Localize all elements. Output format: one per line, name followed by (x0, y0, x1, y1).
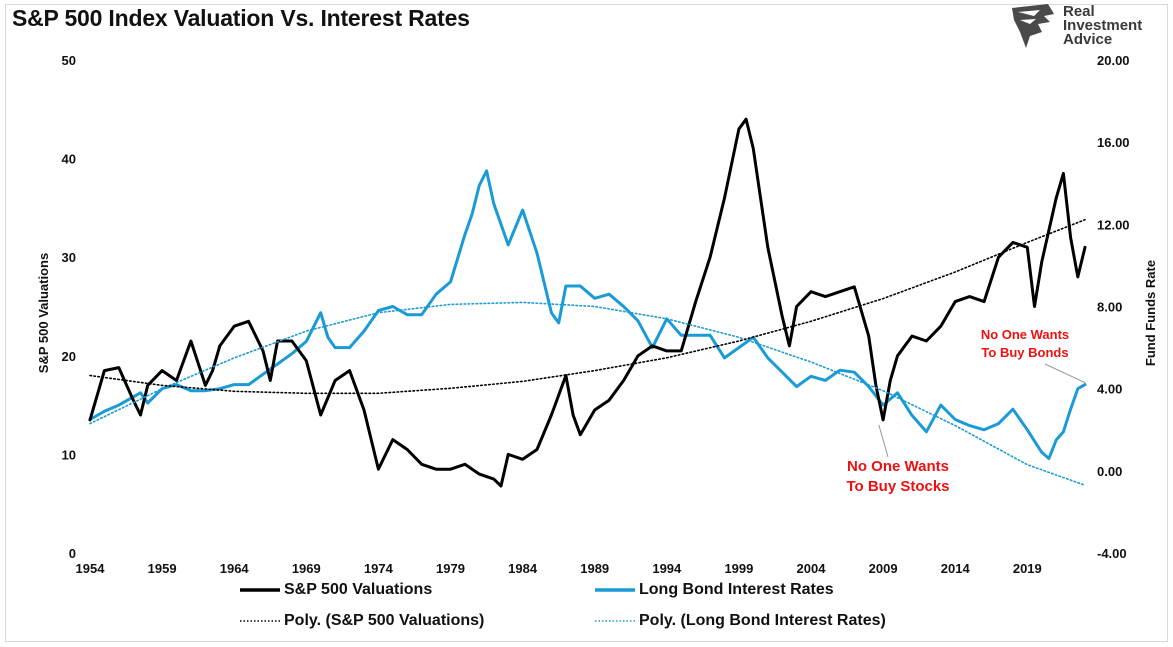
brand-line-3: Advice (1063, 31, 1113, 48)
chart-frame (5, 4, 1168, 642)
x-tick-label: 2004 (797, 561, 827, 576)
left-y-tick-label: 0 (69, 546, 76, 561)
x-tick-label: 2009 (869, 561, 898, 576)
right-y-tick-label: 20.00 (1097, 53, 1130, 68)
annotation-leader-bonds (1044, 363, 1086, 384)
brand-logo: Real Investment Advice (1008, 2, 1158, 54)
legend-swatch-poly-sp500 (240, 620, 280, 622)
legend-swatch-poly-long-bond (595, 620, 635, 622)
x-tick-label: 1974 (364, 561, 394, 576)
series-line-1 (88, 169, 1087, 460)
legend-label-poly-sp500: Poly. (S&P 500 Valuations) (284, 612, 485, 629)
legend-label-poly-long-bond: Poly. (Long Bond Interest Rates) (639, 612, 886, 629)
legend-label-sp500: S&P 500 Valuations (284, 581, 433, 598)
annotation-bonds-line-1: No One Wants (981, 327, 1069, 342)
x-tick-label: 2014 (941, 561, 971, 576)
x-tick-label: 1969 (292, 561, 321, 576)
brand-line-1: Real (1063, 3, 1095, 20)
annotation-stocks-line-2: To Buy Stocks (846, 478, 949, 495)
legend-item-sp500: S&P 500 Valuations (240, 581, 432, 599)
x-tick-label: 1994 (652, 561, 682, 576)
left-y-tick-label: 20 (62, 349, 76, 364)
brand-text: Real Investment Advice (1063, 3, 1143, 48)
x-axis-ticks: 1954 1959 1964 1969 1974 1979 1984 1989 1994 1999… (76, 561, 1042, 576)
right-y-tick-label: 8.00 (1097, 300, 1122, 315)
right-axis-label: Fund Funds Rate (1143, 260, 1158, 366)
x-tick-label: 1954 (76, 561, 106, 576)
legend-item-long-bond: Long Bond Interest Rates (595, 581, 834, 599)
legend-item-poly-sp500: Poly. (S&P 500 Valuations) (240, 612, 484, 630)
x-tick-label: 1964 (220, 561, 250, 576)
series-line-2 (89, 218, 1086, 395)
left-y-tick-label: 10 (62, 447, 76, 462)
x-tick-label: 2019 (1013, 561, 1042, 576)
x-tick-label: 1999 (724, 561, 753, 576)
brand-line-2: Investment (1063, 17, 1143, 34)
left-y-tick-label: 30 (62, 250, 76, 265)
series-line-3 (89, 301, 1086, 487)
right-y-tick-label: 16.00 (1097, 135, 1130, 150)
left-axis-label: S&P 500 Valuations (36, 253, 51, 373)
x-tick-label: 1959 (148, 561, 177, 576)
annotations: No One Wants To Buy Stocks No One Wants … (846, 327, 1086, 495)
legend-label-long-bond: Long Bond Interest Rates (639, 581, 834, 598)
left-y-tick-label: 50 (62, 53, 76, 68)
right-axis-ticks: -4.00 0.00 4.00 8.00 12.00 16.00 20.00 (1097, 53, 1130, 561)
series-layer (88, 117, 1087, 488)
legend-item-poly-long-bond: Poly. (Long Bond Interest Rates) (595, 612, 886, 630)
left-axis-ticks: 0 10 20 30 40 50 (62, 53, 76, 561)
annotation-stocks-line-1: No One Wants (847, 458, 949, 475)
legend-swatch-long-bond (595, 588, 635, 592)
annotation-leader-stocks (878, 424, 889, 458)
x-tick-label: 1989 (580, 561, 609, 576)
chart-title: S&P 500 Index Valuation Vs. Interest Rat… (12, 5, 470, 31)
x-tick-label: 1984 (508, 561, 538, 576)
series-line-0 (88, 117, 1087, 488)
annotation-bonds-line-2: To Buy Bonds (981, 345, 1068, 360)
eagle-head-icon (1012, 4, 1054, 48)
x-tick-label: 1979 (436, 561, 465, 576)
right-y-tick-label: 0.00 (1097, 464, 1122, 479)
left-y-tick-label: 40 (62, 152, 76, 167)
right-y-tick-label: 12.00 (1097, 217, 1130, 232)
right-y-tick-label: 4.00 (1097, 382, 1122, 397)
legend-swatch-sp500 (240, 588, 280, 592)
right-y-tick-label: -4.00 (1097, 546, 1127, 561)
